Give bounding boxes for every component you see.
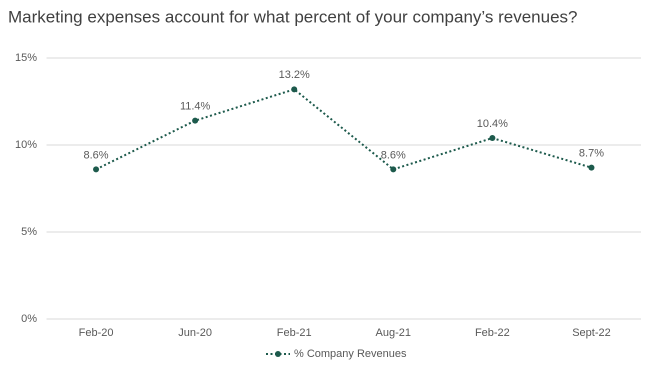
data-label: 8.7% (579, 148, 604, 160)
x-tick-label: Feb-20 (79, 327, 114, 339)
x-tick-label: Sept-22 (572, 327, 611, 339)
x-tick-label: Feb-21 (277, 327, 312, 339)
data-point (390, 166, 397, 173)
data-label: 13.2% (279, 69, 310, 81)
legend-label: % Company Revenues (294, 348, 407, 360)
y-tick-label: 15% (15, 52, 37, 64)
y-tick-label: 0% (21, 313, 37, 325)
data-label: 10.4% (477, 118, 508, 130)
data-label: 8.6% (84, 149, 109, 161)
data-label: 8.6% (381, 149, 406, 161)
x-tick-label: Aug-21 (376, 327, 411, 339)
x-tick-label: Feb-22 (475, 327, 510, 339)
y-tick-label: 5% (21, 226, 37, 238)
data-point (93, 166, 100, 173)
series-line (95, 88, 592, 171)
data-point (291, 86, 298, 93)
data-point (489, 135, 496, 142)
data-point (588, 164, 595, 171)
data-point (192, 117, 199, 124)
legend-marker (275, 351, 281, 357)
chart-title: Marketing expenses account for what perc… (8, 7, 578, 26)
x-tick-label: Jun-20 (178, 327, 212, 339)
data-label: 11.4% (180, 101, 211, 113)
y-tick-label: 10% (15, 139, 37, 151)
